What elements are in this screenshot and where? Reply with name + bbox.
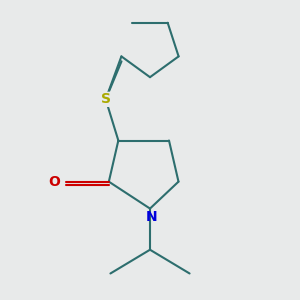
Text: N: N: [146, 210, 158, 224]
Text: O: O: [49, 175, 60, 189]
Text: S: S: [101, 92, 111, 106]
